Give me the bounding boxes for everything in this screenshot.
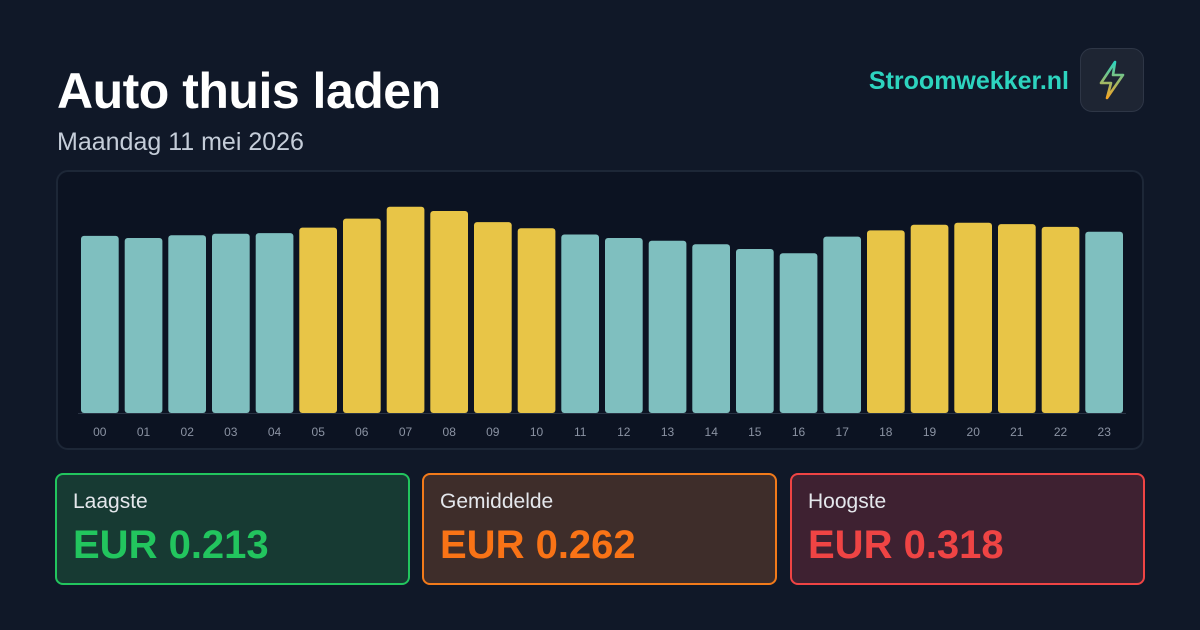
page-title: Auto thuis laden [57, 63, 441, 119]
stat-card-lowest: Laagste EUR 0.213 [55, 473, 410, 585]
chart-bar-06 [343, 218, 381, 413]
chart-bar-22 [1041, 226, 1080, 413]
chart-tick-label-18: 18 [879, 425, 893, 439]
chart-tick-label-11: 11 [574, 425, 587, 439]
stat-label-lowest: Laagste [73, 490, 148, 513]
page-subtitle: Maandag 11 mei 2026 [57, 128, 304, 156]
brand-name: Stroomwekker.nl [868, 67, 1069, 95]
chart-tick-label-22: 22 [1054, 425, 1068, 439]
chart-tick-label-14: 14 [705, 425, 719, 439]
chart-bar-11 [561, 234, 599, 413]
chart-tick-label-01: 01 [137, 425, 151, 439]
chart-bar-05 [299, 227, 337, 413]
chart-bar-07 [386, 206, 425, 413]
chart-bar-17 [823, 236, 861, 413]
chart-tick-label-06: 06 [355, 425, 369, 439]
stat-card-highest: Hoogste EUR 0.318 [790, 473, 1145, 585]
chart-tick-label-19: 19 [923, 425, 937, 439]
chart-tick-label-08: 08 [443, 425, 457, 439]
chart-tick-label-04: 04 [268, 425, 282, 439]
chart-bar-00 [81, 235, 119, 413]
chart-tick-label-02: 02 [181, 425, 195, 439]
chart-bar-13 [648, 240, 687, 413]
chart-bar-09 [474, 222, 512, 413]
stat-label-average: Gemiddelde [440, 490, 554, 513]
chart-bar-16 [779, 253, 818, 413]
lightning-bolt-icon [1099, 60, 1125, 100]
chart-tick-label-17: 17 [836, 425, 850, 439]
chart-tick-label-15: 15 [748, 425, 762, 439]
chart-tick-label-16: 16 [792, 425, 806, 439]
chart-tick-label-13: 13 [661, 425, 675, 439]
chart-tick-label-21: 21 [1010, 425, 1024, 439]
chart-bar-18 [867, 230, 905, 413]
chart-tick-label-03: 03 [224, 425, 238, 439]
chart-tick-label-07: 07 [399, 425, 413, 439]
price-chart: 00 01 02 03 04 05 06 07 08 09 10 11 12 13 14 15 16 17 18 19… [56, 170, 1144, 450]
chart-bar-03 [212, 233, 250, 413]
stat-value-lowest: EUR 0.213 [73, 523, 269, 567]
chart-tick-label-05: 05 [312, 425, 326, 439]
chart-tick-label-23: 23 [1098, 425, 1112, 439]
chart-bar-01 [124, 238, 163, 413]
chart-bar-10 [517, 228, 556, 413]
brand-logo [1080, 48, 1144, 112]
chart-tick-label-09: 09 [486, 425, 500, 439]
chart-bar-14 [692, 244, 730, 413]
chart-bar-04 [255, 233, 294, 413]
chart-bar-08 [430, 211, 468, 413]
chart-bar-02 [168, 235, 206, 413]
chart-bar-15 [736, 249, 774, 413]
chart-tick-label-20: 20 [967, 425, 981, 439]
chart-tick-label-10: 10 [530, 425, 544, 439]
chart-bar-21 [998, 224, 1036, 413]
chart-tick-label-12: 12 [617, 425, 631, 439]
stat-value-average: EUR 0.262 [440, 523, 636, 567]
chart-bar-20 [954, 222, 992, 413]
stat-card-average: Gemiddelde EUR 0.262 [422, 473, 777, 585]
stat-value-highest: EUR 0.318 [808, 523, 1004, 567]
chart-tick-label-00: 00 [93, 425, 107, 439]
price-chart-svg: 00 01 02 03 04 05 06 07 08 09 10 11 12 13 14 15 16 17 18 19… [78, 206, 1126, 439]
chart-bar-23 [1085, 231, 1123, 413]
chart-bar-12 [605, 238, 643, 413]
stat-label-highest: Hoogste [808, 490, 887, 513]
chart-bar-19 [910, 224, 949, 413]
